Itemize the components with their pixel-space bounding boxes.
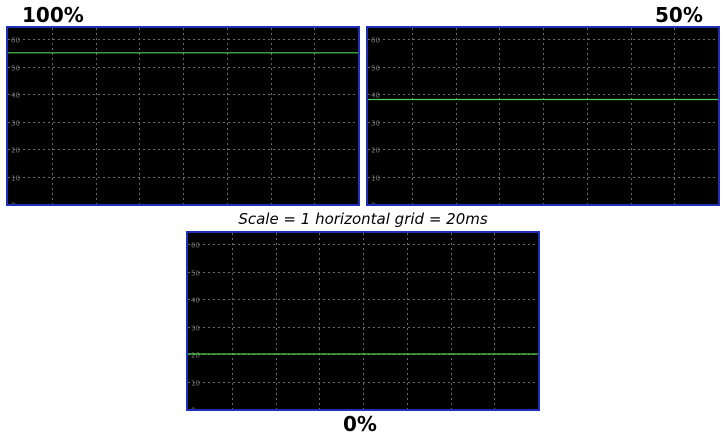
y-tick-label: 40 — [11, 92, 20, 100]
scope-plot-50: 60 50 40 30 20 10 0 — [368, 28, 718, 204]
y-tick-label: 10 — [371, 175, 380, 183]
y-tick-label: 50 — [371, 65, 380, 73]
y-tick-label: 0 — [191, 407, 195, 410]
chart-title-50: 50% — [655, 3, 703, 27]
scope-panel-50: 60 50 40 30 20 10 0 — [366, 26, 720, 206]
y-tick-label: 20 — [371, 147, 380, 155]
y-tick-label: 30 — [11, 120, 20, 128]
chart-title-100: 100% — [22, 3, 84, 27]
y-tick-label: 60 — [371, 37, 380, 45]
y-tick-label: 0 — [371, 202, 375, 205]
y-tick-label: 10 — [11, 175, 20, 183]
y-tick-label: 20 — [191, 352, 200, 360]
chart-title-0: 0% — [343, 412, 377, 436]
y-tick-label: 50 — [11, 65, 20, 73]
y-tick-label: 0 — [11, 202, 15, 205]
y-tick-label: 40 — [191, 297, 200, 305]
scope-plot-0: 60 50 40 30 20 10 0 — [188, 233, 538, 409]
y-tick-label: 20 — [11, 147, 20, 155]
scope-panel-0: 60 50 40 30 20 10 0 — [186, 231, 540, 411]
y-tick-label: 30 — [371, 120, 380, 128]
y-tick-label: 60 — [11, 37, 20, 45]
scale-caption: Scale = 1 horizontal grid = 20ms — [238, 210, 488, 228]
scope-plot-100: 60 50 40 30 20 10 0 — [8, 28, 358, 204]
y-tick-label: 10 — [191, 380, 200, 388]
y-tick-label: 60 — [191, 242, 200, 250]
y-tick-label: 50 — [191, 270, 200, 278]
y-tick-label: 40 — [371, 92, 380, 100]
scope-panel-100: 60 50 40 30 20 10 0 — [6, 26, 360, 206]
y-tick-label: 30 — [191, 325, 200, 333]
